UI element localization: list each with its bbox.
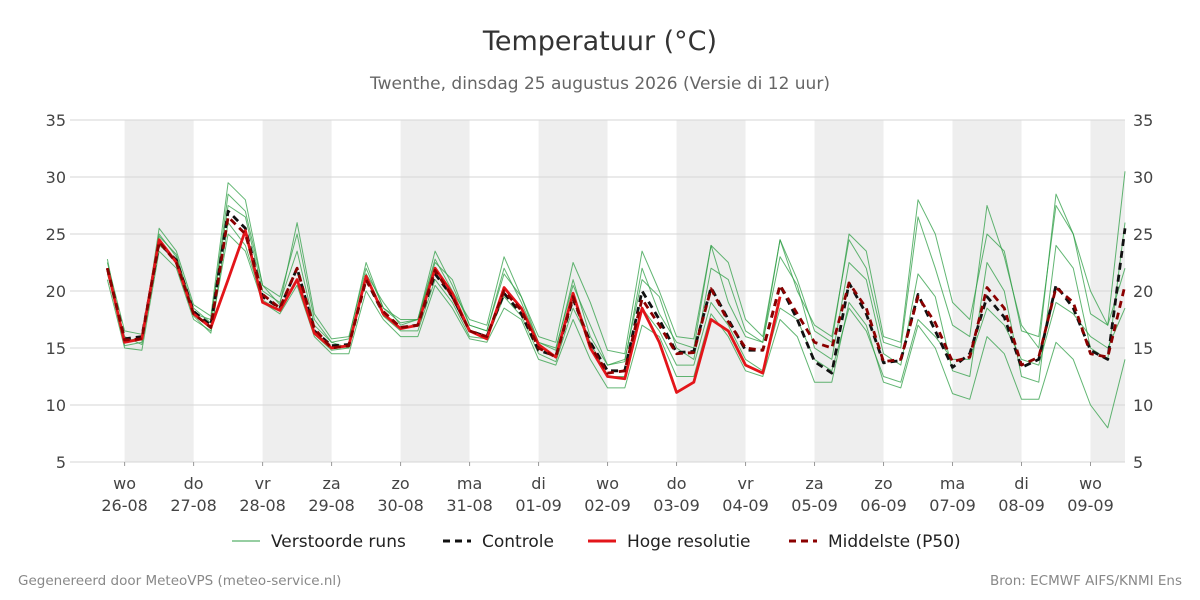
y-tick-label: 35 <box>46 111 66 130</box>
chart-title: Temperatuur (°C) <box>482 26 717 57</box>
legend-label: Hoge resolutie <box>627 532 751 552</box>
y-tick-label: 15 <box>46 339 66 358</box>
x-tick-label: di <box>531 474 546 493</box>
ensemble-line <box>106 171 1126 366</box>
y-tick-label: 5 <box>56 453 66 472</box>
series-line <box>106 209 1127 375</box>
x-tick-label: zo <box>874 474 892 493</box>
chart-subtitle: Twenthe, dinsdag 25 augustus 2026 (Versi… <box>369 74 830 94</box>
x-tick-label: do <box>667 474 687 493</box>
x-tick-label: 07-09 <box>929 496 976 515</box>
y-tick-label: 30 <box>46 168 66 187</box>
x-tick-label: 09-09 <box>1067 496 1114 515</box>
y2-tick-label: 35 <box>1133 111 1153 130</box>
x-tick-label: za <box>805 474 823 493</box>
x-tick-label: vr <box>255 474 271 493</box>
y2-tick-label: 10 <box>1133 396 1153 415</box>
x-tick-label: 06-09 <box>860 496 907 515</box>
x-tick-label: 02-09 <box>584 496 631 515</box>
x-tick-label: vr <box>738 474 754 493</box>
x-tick-label: 08-09 <box>998 496 1045 515</box>
ensemble-line <box>106 205 1126 383</box>
y-tick-label: 25 <box>46 225 66 244</box>
legend-label: Verstoorde runs <box>271 532 406 552</box>
x-tick-label: 27-08 <box>170 496 217 515</box>
y2-tick-label: 25 <box>1133 225 1153 244</box>
x-tick-label: 04-09 <box>722 496 769 515</box>
x-tick-label: 30-08 <box>377 496 424 515</box>
x-tick-label: 29-08 <box>308 496 355 515</box>
legend-label: Controle <box>482 532 554 552</box>
x-tick-label: 01-09 <box>515 496 562 515</box>
x-tick-label: 26-08 <box>101 496 148 515</box>
x-tick-label: 05-09 <box>791 496 838 515</box>
x-tick-label: ma <box>457 474 482 493</box>
x-tick-label: di <box>1014 474 1029 493</box>
legend-label: Middelste (P50) <box>828 532 961 552</box>
y-tick-label: 10 <box>46 396 66 415</box>
x-tick-label: wo <box>596 474 619 493</box>
y2-tick-label: 15 <box>1133 339 1153 358</box>
ensemble-line <box>106 182 1126 355</box>
y2-tick-label: 20 <box>1133 282 1153 301</box>
x-tick-label: do <box>184 474 204 493</box>
x-tick-label: 28-08 <box>239 496 286 515</box>
series-line <box>106 215 1127 375</box>
x-tick-label: wo <box>1079 474 1102 493</box>
series-line <box>106 229 782 394</box>
x-tick-label: ma <box>940 474 965 493</box>
footer-left: Gegenereerd door MeteoVPS (meteo-service… <box>18 573 341 589</box>
y2-tick-label: 5 <box>1133 453 1143 472</box>
x-tick-label: zo <box>391 474 409 493</box>
x-tick-label: 31-08 <box>446 496 493 515</box>
footer-right: Bron: ECMWF AIFS/KNMI Ens <box>990 573 1182 589</box>
x-tick-label: wo <box>113 474 136 493</box>
ensemble-line <box>106 233 1126 429</box>
y2-tick-label: 30 <box>1133 168 1153 187</box>
x-tick-label: za <box>322 474 340 493</box>
x-tick-label: 03-09 <box>653 496 700 515</box>
y-tick-label: 20 <box>46 282 66 301</box>
